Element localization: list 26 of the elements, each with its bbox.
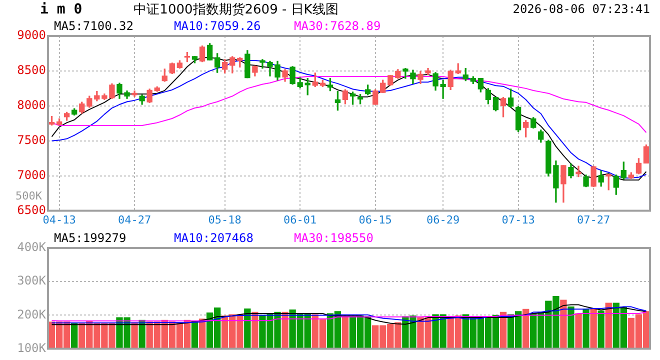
text: MA30:198550 [294, 231, 374, 246]
text: MA5:7100.32 [54, 19, 134, 34]
text: i m 0 [40, 2, 82, 18]
text: 500K [16, 190, 42, 203]
x-tick-label: 05-18 [208, 213, 242, 226]
y-tick-label: 8000 [17, 98, 46, 112]
y-tick-label: 300K [17, 274, 47, 288]
text: MA10:7059.26 [174, 19, 261, 34]
y-tick-label: 7500 [17, 133, 46, 148]
text: MA5:199279 [54, 231, 126, 246]
x-tick-label: 04-27 [118, 213, 152, 226]
chart-title: 中证1000指数期货2609 - 日K线图 [134, 2, 338, 18]
y-tick-label: 200K [17, 307, 47, 322]
x-tick-label: 06-15 [358, 213, 392, 226]
y-tick-label: 400K [17, 240, 47, 254]
y-tick-label: 9000 [17, 28, 46, 42]
x-tick-label: 06-29 [426, 213, 460, 226]
y-tick-label: 100K [17, 340, 47, 355]
y-tick-label: 8500 [17, 63, 46, 78]
text: MA10:207468 [174, 231, 254, 246]
x-tick-label: 06-01 [284, 213, 317, 226]
text: MA30:7628.89 [294, 19, 381, 34]
x-tick-label: 07-27 [577, 213, 610, 226]
y-tick-label: 7000 [17, 168, 46, 182]
x-tick-label: 07-13 [502, 213, 535, 226]
text: 2026-08-06 07:23:41 [512, 2, 650, 16]
